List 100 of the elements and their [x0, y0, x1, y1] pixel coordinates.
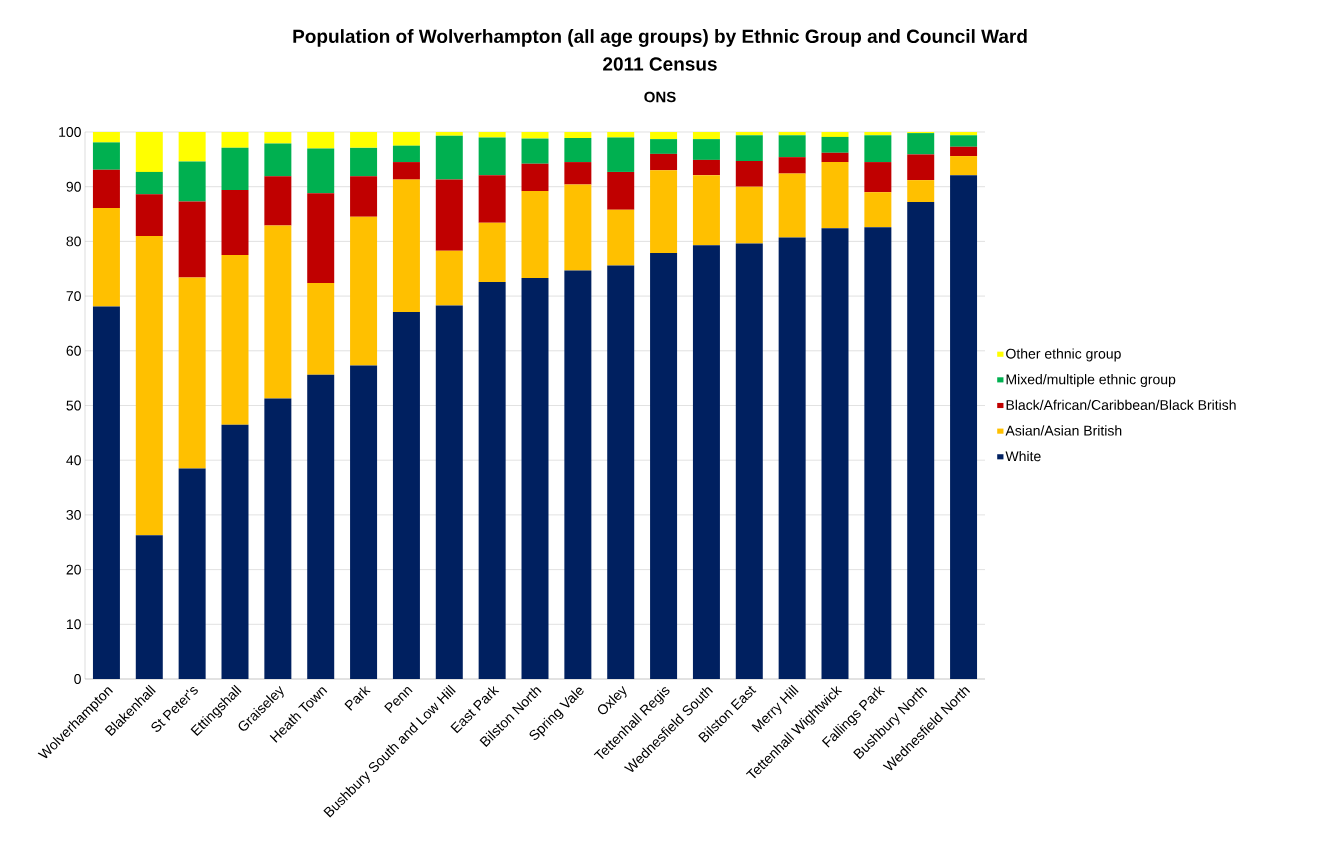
legend-label: Mixed/multiple ethnic group: [1006, 374, 1176, 388]
chart-title: Population of Wolverhampton (all age groups) by Ethnic Group and Council Ward: [293, 29, 1027, 47]
bar: [521, 138, 549, 164]
bar: [864, 192, 892, 228]
y-tick-label: 0: [74, 674, 81, 684]
y-tick-label: 100: [59, 127, 81, 137]
bar: [392, 162, 420, 180]
bar: [307, 374, 335, 679]
bar: [135, 535, 163, 679]
bar: [392, 132, 420, 146]
bar: [392, 179, 420, 312]
bar: [435, 132, 463, 136]
bar: [135, 235, 163, 536]
bar: [692, 159, 720, 176]
bar: [778, 132, 806, 136]
bar: [735, 186, 763, 244]
bar: [264, 143, 292, 177]
bar: [478, 281, 506, 679]
bar: [864, 227, 892, 679]
bar: [178, 201, 206, 278]
bar: [735, 132, 763, 136]
legend-label: Other ethnic group: [1006, 348, 1121, 362]
bar: [392, 145, 420, 163]
bar: [135, 132, 163, 172]
bar: [607, 171, 635, 210]
y-tick-label: 40: [66, 455, 81, 466]
bar: [221, 255, 249, 425]
bar: [135, 171, 163, 195]
bar: [564, 184, 592, 271]
bar: [478, 132, 506, 138]
bar: [435, 305, 463, 679]
bar: [350, 176, 378, 217]
bar: [735, 243, 763, 679]
bar: [564, 162, 592, 185]
bar: [821, 162, 849, 229]
bar: [350, 365, 378, 679]
bar: [650, 170, 678, 253]
bar: [692, 139, 720, 160]
bar: [650, 132, 678, 140]
bar: [435, 179, 463, 251]
bar: [950, 135, 978, 147]
bar: [435, 135, 463, 180]
bar: [350, 216, 378, 366]
bar: [564, 138, 592, 163]
y-tick-label: 70: [66, 291, 81, 302]
bar: [521, 132, 549, 139]
bar: [92, 142, 120, 170]
bar: [864, 162, 892, 193]
bar: [478, 137, 506, 176]
bar: [950, 175, 978, 679]
bar: [92, 132, 120, 143]
bar: [521, 163, 549, 192]
bar: [521, 278, 549, 679]
bar: [821, 152, 849, 163]
bar: [692, 245, 720, 679]
bar: [650, 252, 678, 679]
bar: [735, 160, 763, 187]
y-tick-label: 30: [66, 509, 81, 520]
bar: [264, 176, 292, 226]
bar: [650, 153, 678, 171]
bar: [821, 228, 849, 679]
chart-subtitle: 2011 Census: [603, 57, 717, 71]
bar: [907, 154, 935, 181]
bar: [92, 169, 120, 209]
bar: [221, 147, 249, 190]
bar: [907, 202, 935, 679]
bar: [778, 135, 806, 158]
bar: [692, 132, 720, 140]
bar: [864, 132, 892, 136]
y-tick-label: 90: [66, 181, 81, 192]
bar: [950, 156, 978, 176]
bar: [778, 173, 806, 238]
bar: [778, 237, 806, 679]
legend-label: Black/African/Caribbean/Black British: [1006, 399, 1236, 410]
bar: [221, 424, 249, 679]
bar: [307, 148, 335, 194]
bar: [264, 398, 292, 679]
bar: [92, 208, 120, 307]
bar: [607, 209, 635, 266]
bar: [564, 132, 592, 139]
bar: [221, 189, 249, 256]
bar: [92, 306, 120, 679]
bar: [178, 132, 206, 162]
bar: [950, 146, 978, 157]
bar: [350, 147, 378, 177]
legend-label: Asian/Asian British: [1005, 425, 1122, 436]
bar: [307, 282, 335, 375]
y-tick-label: 20: [66, 564, 81, 575]
bar: [778, 157, 806, 174]
bar: [178, 468, 206, 679]
bar: [178, 277, 206, 469]
bar: [135, 194, 163, 236]
bar: [435, 250, 463, 306]
bar: [864, 135, 892, 163]
bar: [178, 161, 206, 202]
bar: [607, 132, 635, 138]
y-tick-label: 10: [66, 619, 81, 630]
bar: [221, 132, 249, 148]
bar: [650, 139, 678, 154]
bar: [307, 193, 335, 283]
